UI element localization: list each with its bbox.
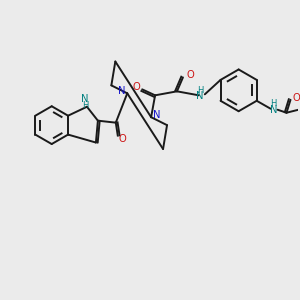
Text: N: N [270, 105, 278, 115]
Text: H: H [82, 101, 88, 110]
Text: O: O [186, 70, 194, 80]
Text: N: N [118, 86, 125, 96]
Text: N: N [196, 91, 204, 101]
Text: H: H [197, 86, 203, 95]
Text: O: O [132, 82, 140, 92]
Text: N: N [153, 110, 161, 120]
Text: N: N [81, 94, 89, 104]
Text: O: O [292, 93, 300, 103]
Text: H: H [270, 99, 277, 108]
Text: O: O [119, 134, 127, 144]
